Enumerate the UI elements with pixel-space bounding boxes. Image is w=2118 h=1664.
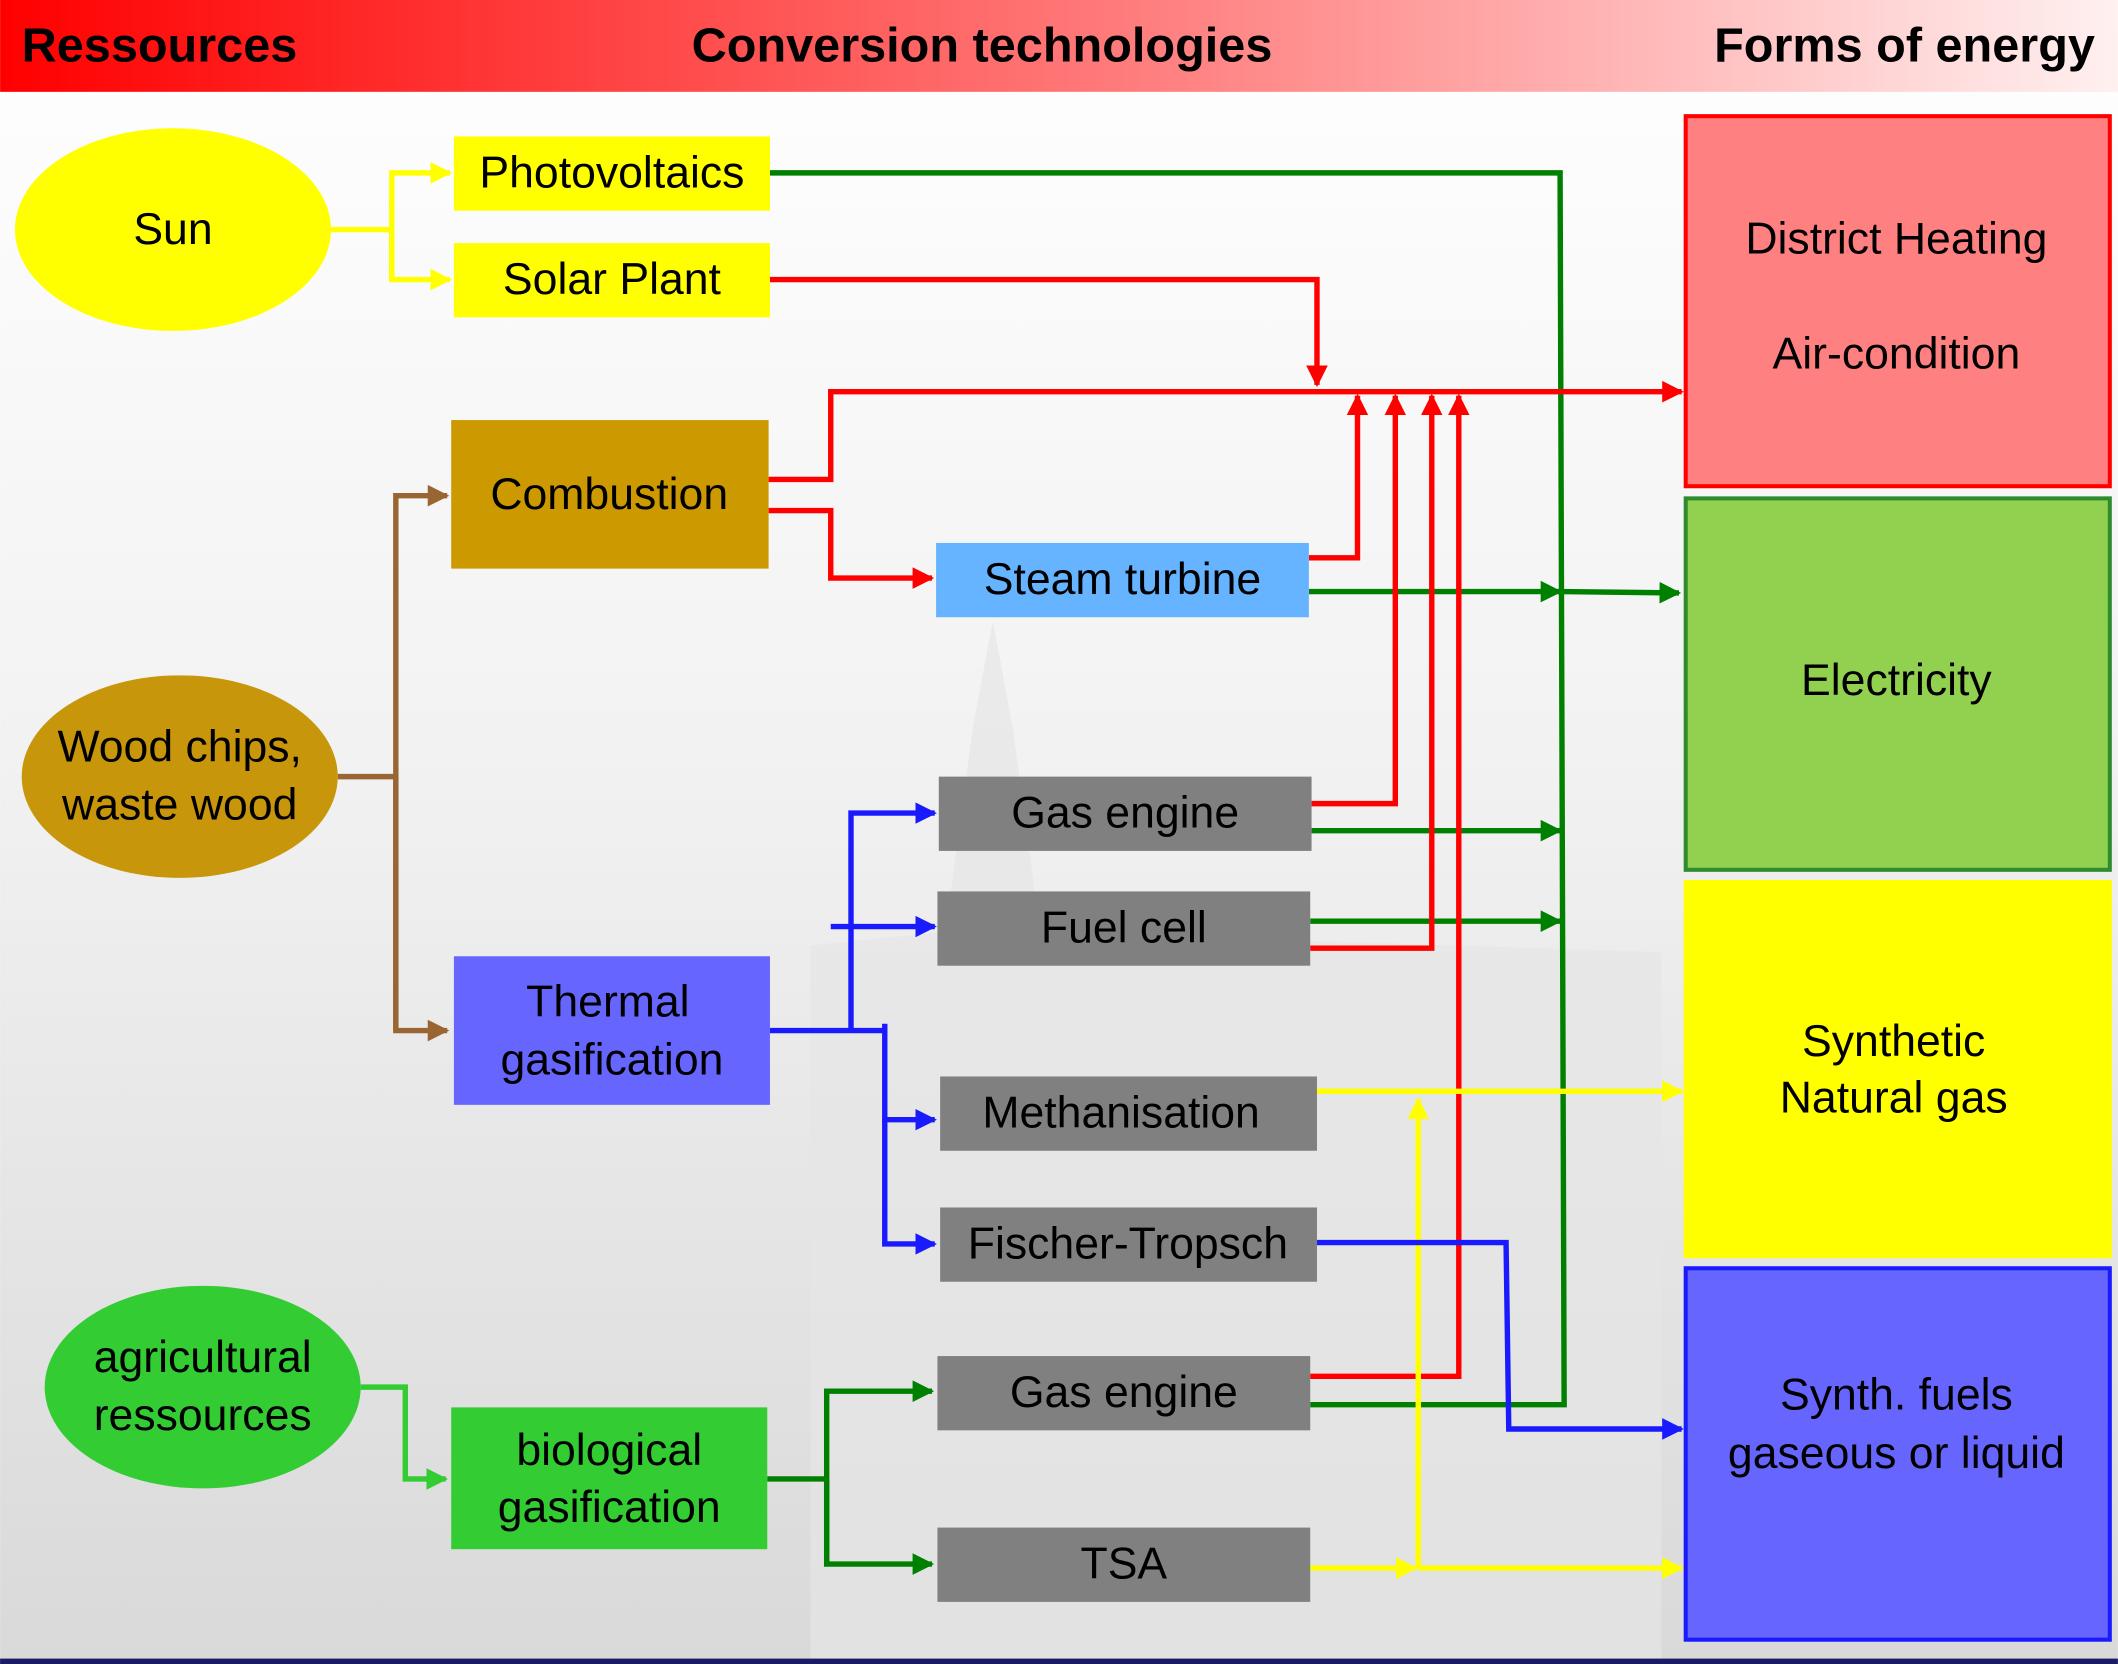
output-label: gaseous or liquid	[1728, 1429, 2065, 1478]
bottom-rule	[0, 1659, 2118, 1664]
resource-label: ressources	[94, 1391, 312, 1440]
technology-label: Solar Plant	[503, 255, 722, 304]
output-label: Air-condition	[1773, 329, 2021, 378]
technology-label: Fuel cell	[1041, 903, 1207, 952]
technology-label: Steam turbine	[984, 555, 1261, 604]
resource-label: waste wood	[61, 780, 297, 829]
resource-label: Sun	[133, 205, 212, 254]
output-label: Synth. fuels	[1780, 1371, 2013, 1420]
output-node	[1686, 882, 2110, 1256]
technology-label: Fischer-Tropsch	[968, 1219, 1288, 1268]
output-label: Natural gas	[1780, 1074, 2008, 1123]
header-left: Ressources	[22, 18, 298, 72]
resource-node	[22, 675, 338, 878]
technology-label: gasification	[498, 1483, 721, 1532]
technology-label: TSA	[1080, 1540, 1167, 1589]
technology-label: Combustion	[490, 470, 728, 519]
technology-label: gasification	[500, 1036, 723, 1085]
technology-label: Gas engine	[1011, 789, 1239, 838]
output-node	[1686, 116, 2110, 486]
output-label: Electricity	[1801, 656, 1992, 705]
technology-label: Methanisation	[982, 1088, 1259, 1137]
technology-label: Gas engine	[1010, 1368, 1238, 1417]
resource-node	[45, 1286, 361, 1489]
page: { "header": {"left": "Ressources", "cent…	[0, 0, 2118, 1664]
header-center: Conversion technologies	[692, 18, 1273, 72]
header-right: Forms of energy	[1714, 18, 2095, 72]
technology-label: Thermal	[526, 978, 689, 1027]
technology-label: biological	[516, 1426, 702, 1475]
connector	[1560, 592, 1679, 593]
output-label: Synthetic	[1802, 1017, 1985, 1066]
resource-label: agricultural	[94, 1333, 312, 1382]
technology-label: Photovoltaics	[479, 148, 744, 197]
output-label: District Heating	[1745, 215, 2047, 264]
resource-label: Wood chips,	[58, 722, 302, 771]
diagram: Ressources Conversion technologies Forms…	[0, 0, 2118, 1664]
